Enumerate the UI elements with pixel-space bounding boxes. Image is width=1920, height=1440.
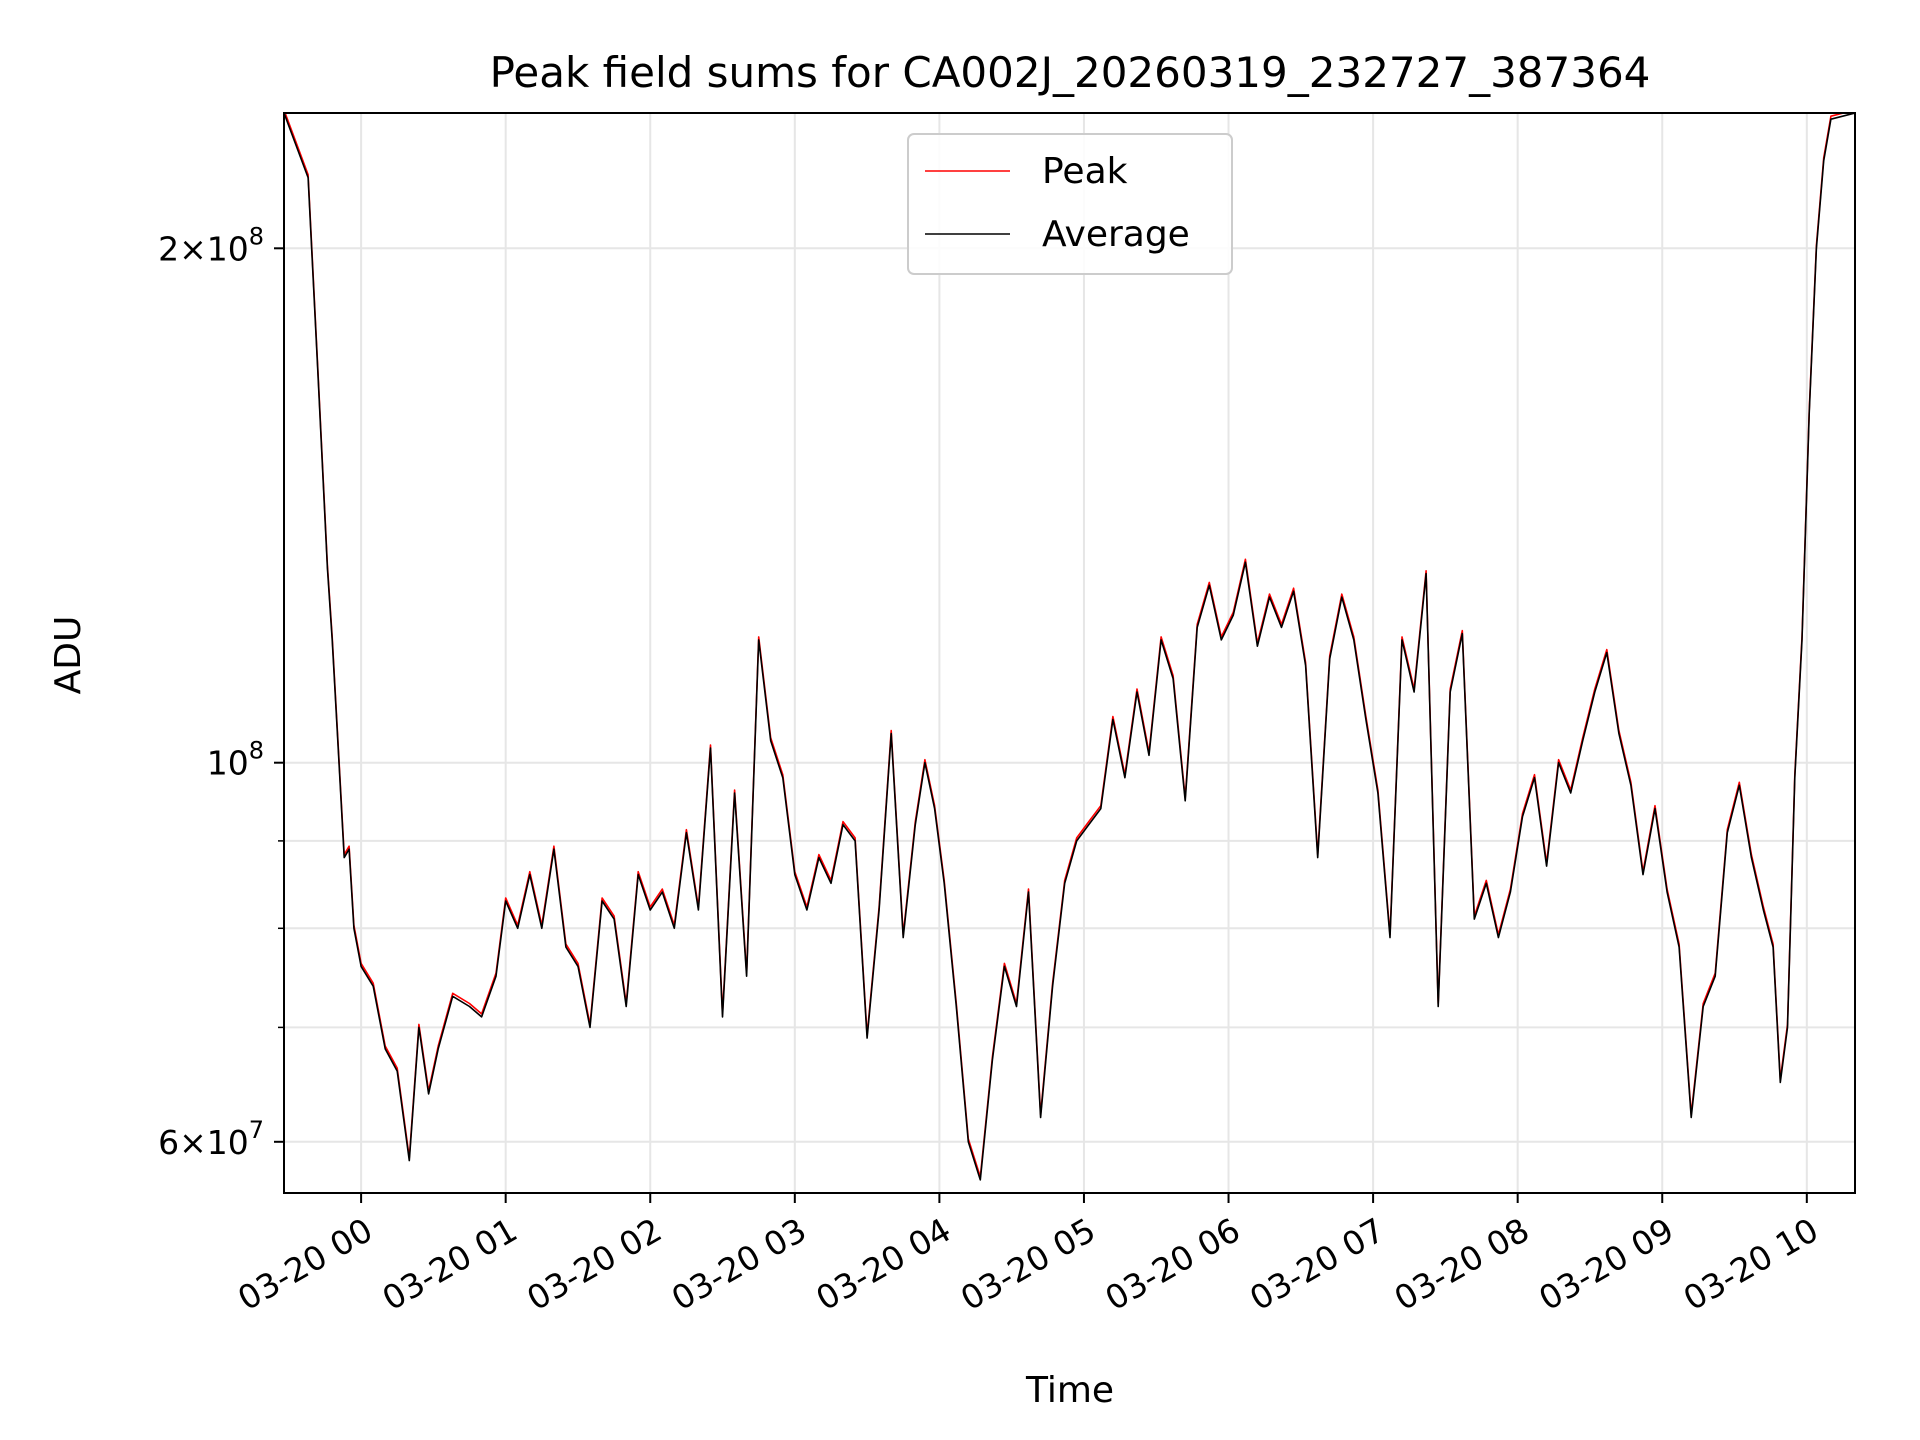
x-tick-label: 03-20 02 [520, 1210, 668, 1318]
x-tick-label: 03-20 08 [1388, 1210, 1536, 1318]
x-tick-label: 03-20 09 [1532, 1210, 1680, 1318]
series-line-average [284, 113, 1855, 1181]
x-tick-label: 03-20 10 [1677, 1210, 1825, 1318]
x-tick-label: 03-20 03 [665, 1210, 813, 1318]
x-axis-label: Time [1025, 1370, 1114, 1411]
series-layer [284, 113, 1855, 1181]
y-tick-label-exponent: 8 [249, 222, 264, 250]
y-axis-label: ADU [48, 616, 89, 695]
x-tick-label: 03-20 01 [376, 1210, 524, 1318]
legend-label-average: Average [1042, 214, 1190, 255]
x-tick-label: 03-20 05 [954, 1210, 1102, 1318]
x-tick-label: 03-20 07 [1243, 1210, 1391, 1318]
y-tick-label: 6×107 [158, 1116, 264, 1162]
x-tick-label: 03-20 00 [231, 1210, 379, 1318]
y-tick-label-base: 10 [207, 744, 249, 783]
y-tick-label-base: 6×10 [158, 1123, 249, 1162]
legend-box [907, 133, 1233, 275]
y-tick-label: 108 [207, 737, 264, 783]
y-tick-label: 2×108 [158, 222, 264, 268]
legend-label-peak: Peak [1042, 151, 1128, 192]
x-tick-label: 03-20 04 [809, 1210, 957, 1318]
y-tick-label-base: 2×10 [158, 229, 249, 268]
y-tick-label-exponent: 8 [249, 737, 264, 765]
legend: Peak Average [907, 133, 1233, 275]
y-tick-label-exponent: 7 [249, 1116, 264, 1144]
x-tick-label: 03-20 06 [1099, 1210, 1247, 1318]
chart-title: Peak field sums for CA002J_20260319_2327… [490, 48, 1651, 97]
plot-frame [283, 112, 1856, 1194]
